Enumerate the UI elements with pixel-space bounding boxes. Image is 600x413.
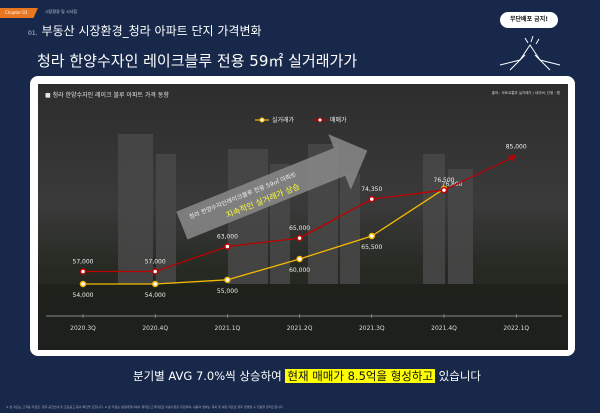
legend-label: 실거래가 [272,116,295,124]
section-title-text: 부동산 시장환경_청라 아파트 단지 가격변화 [41,24,262,38]
data-label: 65,000 [289,225,310,232]
data-label: 57,000 [73,258,94,265]
summary-pre: 분기별 AVG 7.0%씩 상승하여 [133,369,286,383]
data-label: 76,500 [434,177,455,184]
x-tick-label: 2021.4Q [431,325,457,332]
data-label: 60,000 [289,267,310,274]
x-tick-label: 2021.3Q [359,325,385,332]
data-label: 57,000 [145,258,166,265]
legend-marker [259,117,265,123]
x-tick-label: 2022.1Q [503,325,529,332]
legend-marker [317,117,323,123]
data-point [224,276,231,284]
data-label: 54,000 [145,292,166,299]
summary-text: 분기별 AVG 7.0%씩 상승하여 현재 매매가 8.5억을 형성하고 있습니… [133,368,481,384]
legend-label: 매매가 [330,116,347,124]
series-line-0 [83,188,445,285]
data-label: 63,000 [217,233,238,240]
chapter-subtitle: 시장환경 및 시사점 [45,9,77,14]
data-label: 55,000 [217,288,238,295]
arrow-shape [176,134,368,240]
page-subtitle: 청라 한양수자인 레이크블루 전용 59㎡ 실거래가가 [37,52,358,70]
data-point [79,268,87,275]
data-point [79,280,87,288]
summary-post: 있습니다 [435,369,482,383]
data-label: 54,000 [73,292,94,299]
x-tick-label: 2020.3Q [70,325,96,332]
data-point [224,243,231,250]
data-point [368,232,376,240]
x-tick-label: 2021.2Q [287,325,313,332]
x-tick-label: 2020.4Q [142,325,168,332]
hands-icon [499,35,561,71]
no-distribution-badge: 무단배포 금지! [500,12,558,28]
data-point [440,186,448,194]
data-label: 65,500 [361,244,382,251]
x-tick-label: 2021.1Q [215,325,241,332]
data-point [296,234,303,242]
data-label: 85,000 [506,144,527,151]
section-title: 01. 부동산 시장환경_청라 아파트 단지 가격변화 [28,22,262,39]
footnote: ※ 본 자료는 고객용 자료로, 향후 공급안내 및 모집공고 등의 확인을 요… [6,405,284,409]
series-line-1 [83,189,445,273]
chart-title: ■ 청라 한양수자인 레이크 블루 아파트 가격 동향 [45,92,169,99]
data-label: 76,800 [442,181,463,188]
data-label: 74,350 [361,186,382,193]
data-point [151,268,159,275]
chapter-tag: Chapter 03 [0,8,38,18]
data-point [368,195,376,203]
summary-highlight: 현재 매매가 8.5억을 형성하고 [285,369,436,383]
projection-line [443,157,513,191]
buildings-illustration [38,134,568,350]
background-photo [38,84,568,350]
chart-source: 출처 : 국토교통부 실거래가 / 네이버, 단위 : 원 [491,91,560,95]
section-number: 01. [28,30,38,37]
projection-arrowhead [508,154,517,162]
data-point [151,280,159,288]
data-point [296,255,303,263]
